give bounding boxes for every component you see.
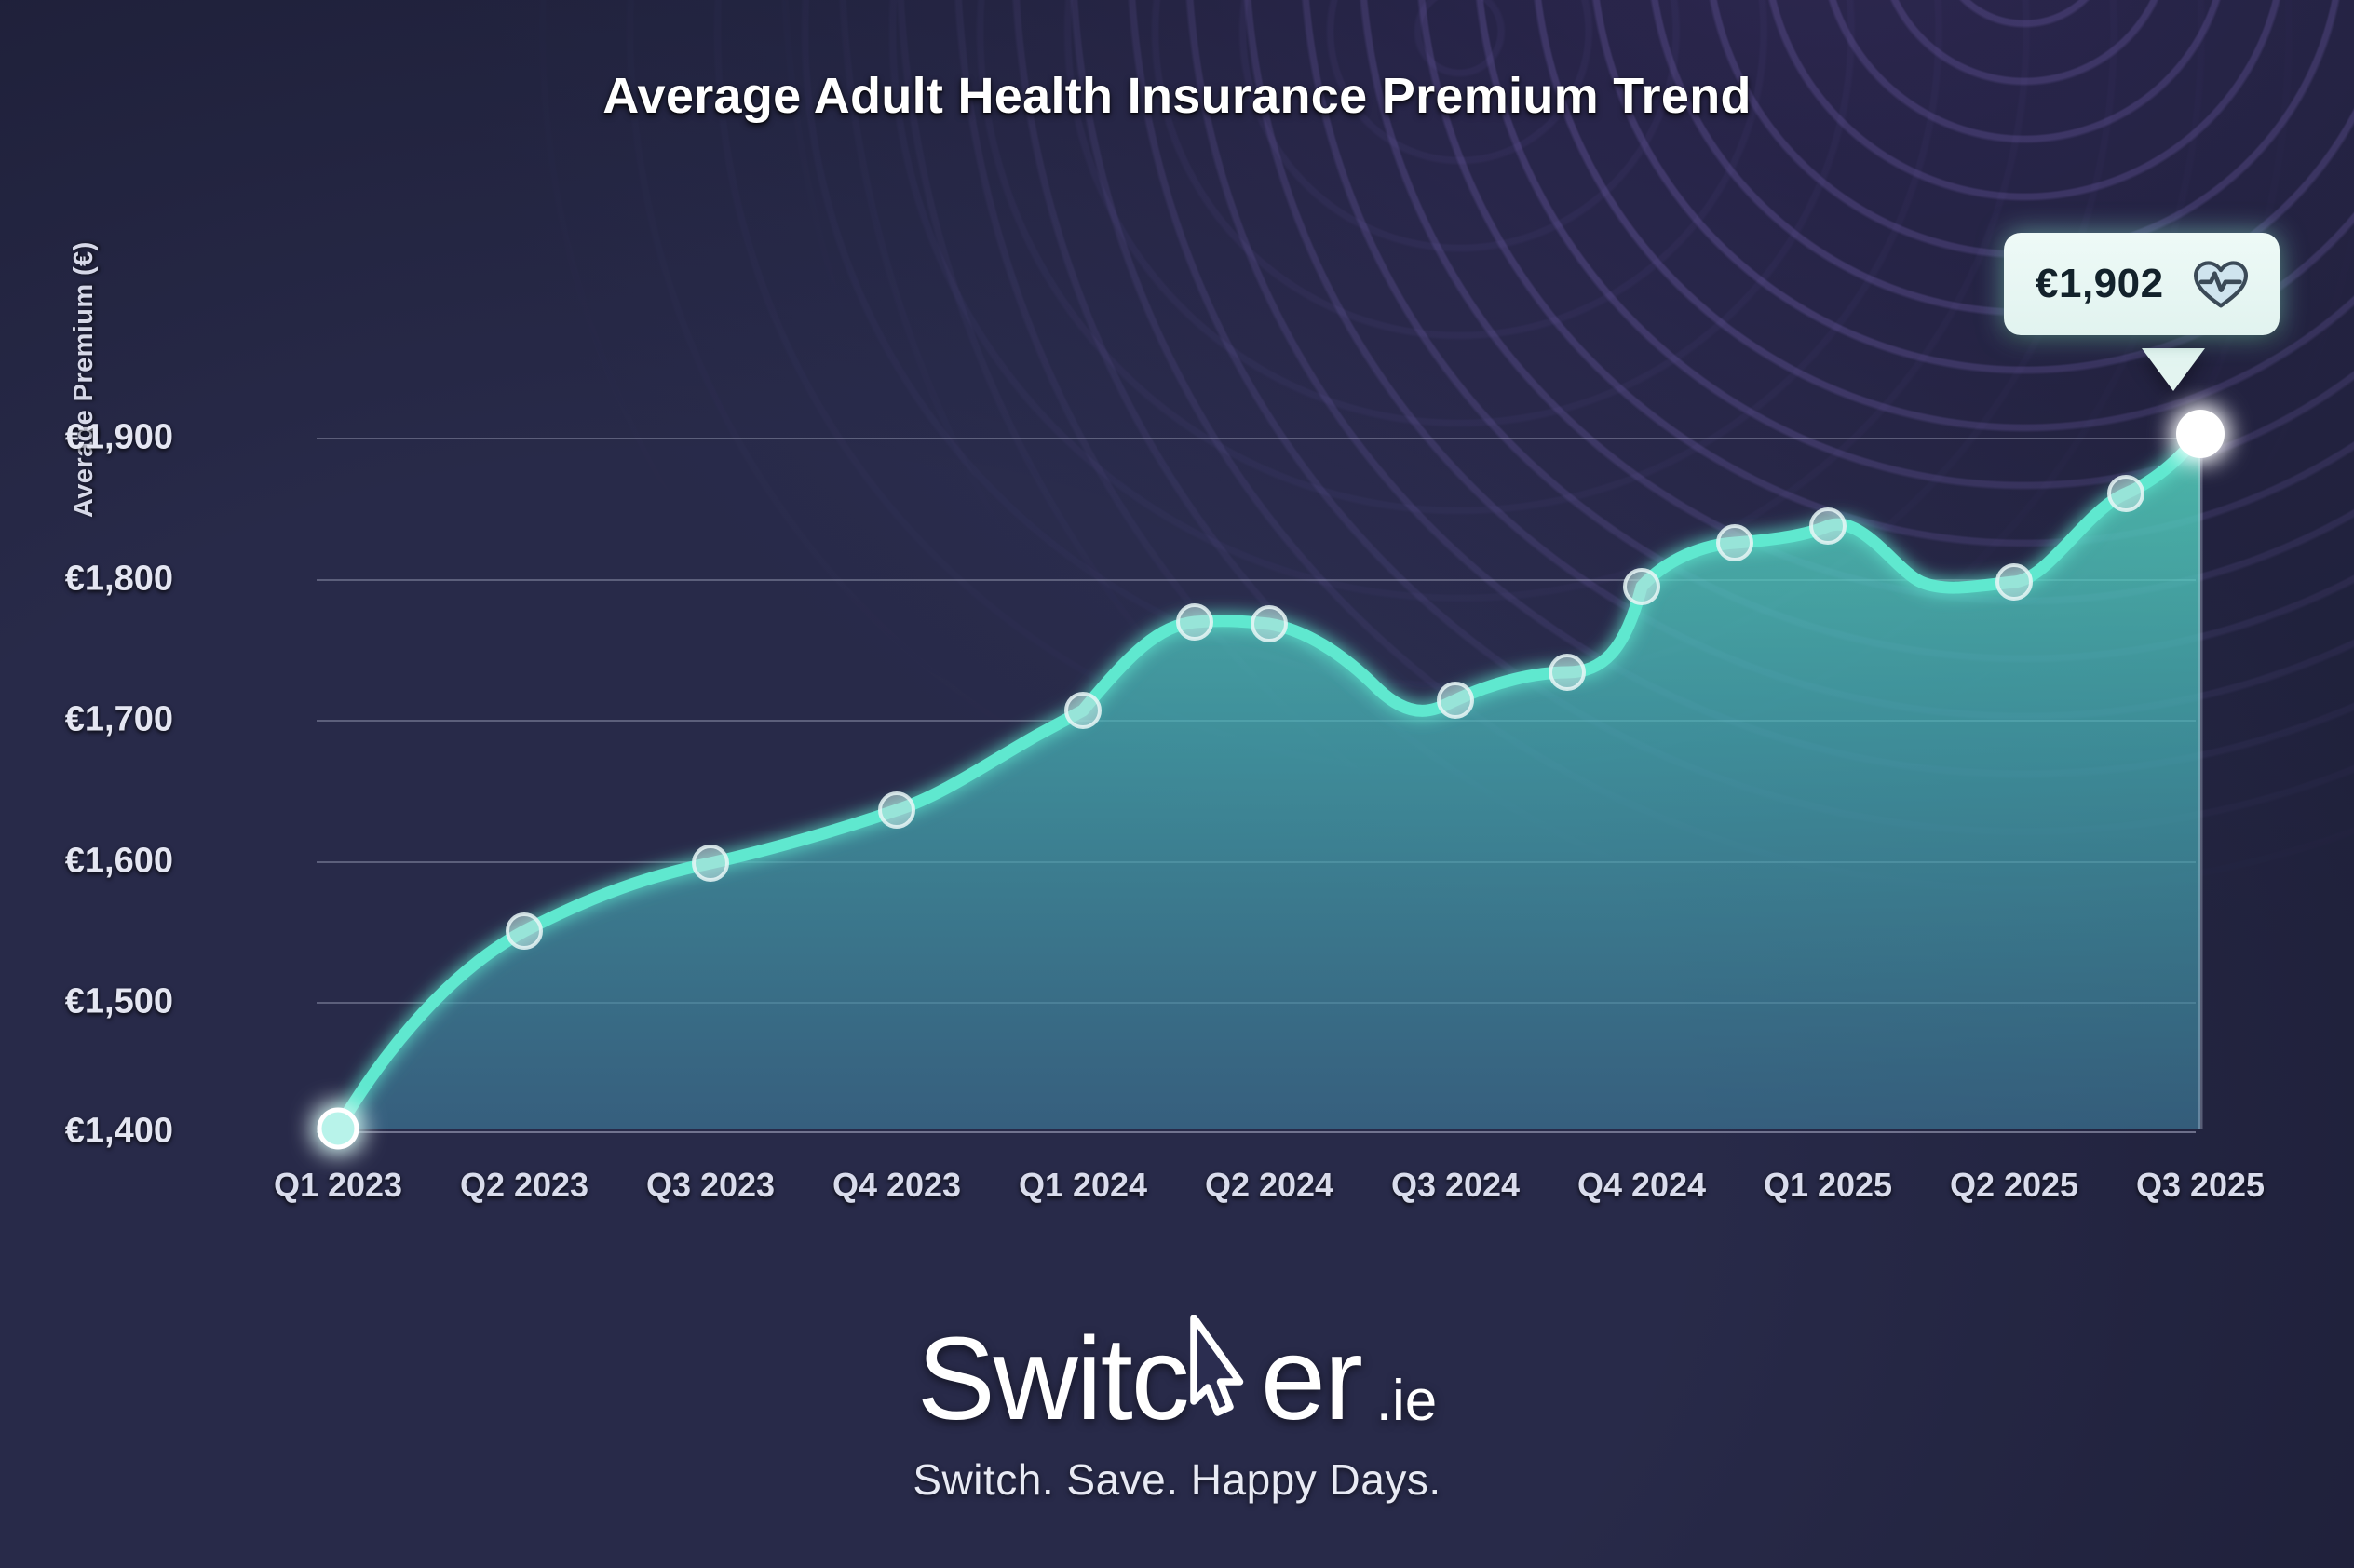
y-tick-label-1600: €1,600	[64, 841, 173, 881]
data-point-q4-2023[interactable]	[878, 791, 915, 829]
gridline-1800	[317, 579, 2196, 581]
y-tick-label-1400: €1,400	[64, 1111, 173, 1151]
data-point-mid2-2025[interactable]	[2107, 475, 2144, 512]
x-tick-label-q2-2024: Q2 2024	[1204, 1166, 1334, 1204]
gridline-1900	[317, 438, 2196, 439]
data-point-q2-2025[interactable]	[1995, 563, 2033, 601]
data-point-mid-2024[interactable]	[1251, 605, 1288, 642]
gridline-1400	[317, 1131, 2196, 1133]
x-tick-label-q1-2023: Q1 2023	[273, 1166, 403, 1204]
data-point-q4-2024[interactable]	[1623, 568, 1660, 605]
data-point-q2-2023[interactable]	[506, 912, 543, 950]
data-point-q3-2025-highlight[interactable]	[2176, 410, 2225, 458]
cursor-pointer-icon	[1188, 1314, 1261, 1438]
value-tooltip[interactable]: €1,902	[2004, 233, 2280, 335]
y-tick-label-1900: €1,900	[64, 417, 173, 457]
data-point-q1-2024[interactable]	[1064, 692, 1102, 729]
data-point-mid2-2024[interactable]	[1549, 654, 1586, 691]
logo-text-left: Switc	[916, 1313, 1190, 1444]
area-fill	[338, 434, 2200, 1129]
heart-pulse-icon	[2188, 253, 2253, 315]
page-title: Average Adult Health Insurance Premium T…	[602, 68, 1752, 124]
x-tick-label-q3-2023: Q3 2023	[645, 1166, 776, 1204]
logo-domain-suffix: .ie	[1375, 1369, 1438, 1433]
y-tick-label-1700: €1,700	[64, 699, 173, 739]
x-tick-label-q3-2024: Q3 2024	[1390, 1166, 1521, 1204]
data-point-markers	[506, 475, 2144, 950]
x-tick-label-q4-2024: Q4 2024	[1576, 1166, 1707, 1204]
logo-wordmark: Switc er .ie	[916, 1313, 1438, 1444]
data-point-q1-2025[interactable]	[1809, 507, 1847, 545]
brand-tagline: Switch. Save. Happy Days.	[913, 1455, 1441, 1504]
x-tick-label-q1-2024: Q1 2024	[1018, 1166, 1148, 1204]
x-tick-label-q2-2023: Q2 2023	[459, 1166, 589, 1204]
tooltip-tail	[2142, 348, 2205, 391]
data-point-q2-2024[interactable]	[1176, 603, 1213, 641]
x-tick-label-q4-2023: Q4 2023	[832, 1166, 962, 1204]
data-point-q1-2023[interactable]	[317, 1107, 359, 1150]
tooltip-value-label: €1,902	[2036, 261, 2164, 306]
data-point-q3-2024[interactable]	[1437, 682, 1474, 719]
brand-logo: Switc er .ie Switch. Save. Happy Days.	[0, 1313, 2354, 1505]
data-point-q3-2023[interactable]	[692, 845, 729, 882]
trend-line	[331, 427, 2207, 1135]
x-tick-label-q1-2025: Q1 2025	[1763, 1166, 1893, 1204]
y-tick-label-1500: €1,500	[64, 981, 173, 1021]
y-tick-label-1800: €1,800	[64, 559, 173, 599]
x-tick-label-q2-2025: Q2 2025	[1949, 1166, 2079, 1204]
logo-text-right: er	[1260, 1313, 1363, 1444]
data-point-mid-2025[interactable]	[1716, 524, 1753, 561]
x-tick-label-q3-2025: Q3 2025	[2135, 1166, 2266, 1204]
